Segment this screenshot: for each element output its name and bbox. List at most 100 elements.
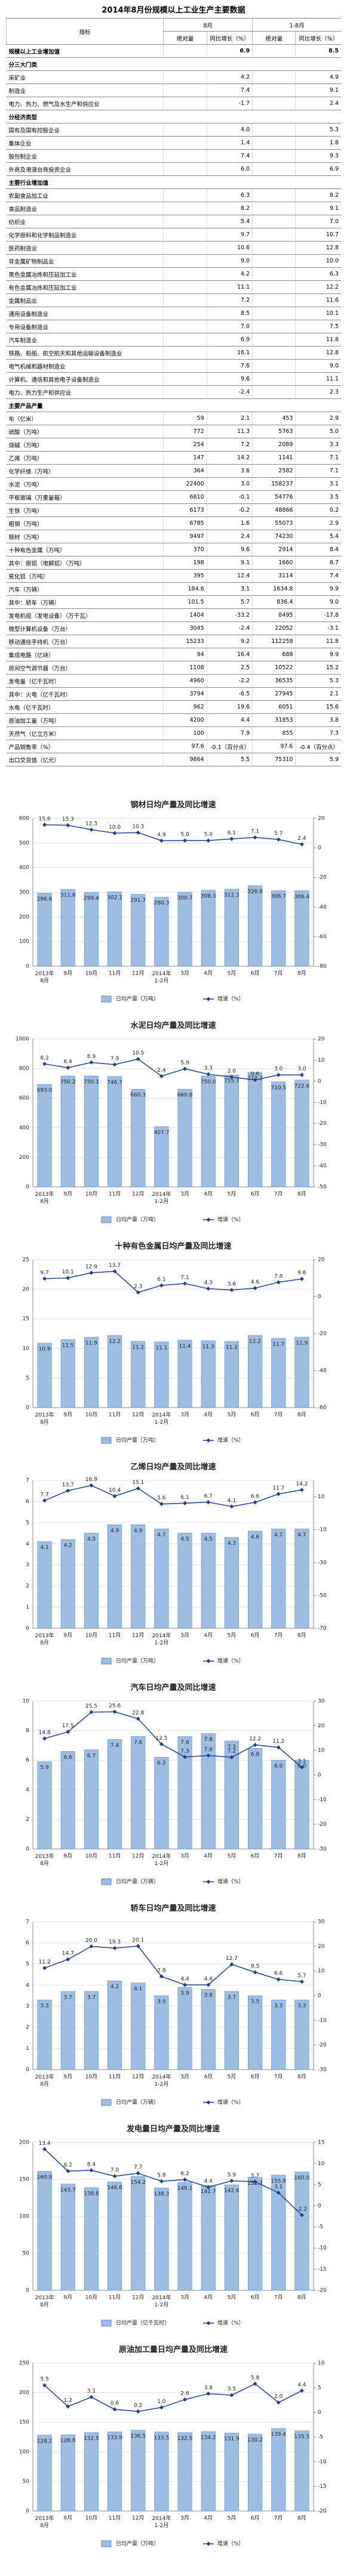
cell: 9864 <box>163 753 207 766</box>
row-label: 发电量（亿千瓦时） <box>6 674 164 688</box>
line-value-label: 3.1 <box>297 1759 306 1765</box>
line-value-label: -2.2 <box>297 2206 308 2212</box>
bar <box>248 1748 263 1850</box>
table-row: 电力、热力、燃气及水生产和供应业 -1.7 2.4 <box>6 97 341 110</box>
line-marker <box>136 830 140 835</box>
x-tick-label: 8月 <box>297 2294 306 2301</box>
y-tick-label: 5 <box>26 1520 29 1526</box>
row-label: 发电机组（发电设备）（万千瓦） <box>6 608 164 622</box>
line-value-label: 9.5 <box>251 1963 259 1969</box>
line-value-label: 3.3 <box>204 1066 213 1072</box>
bar-value-label: 7.4 <box>110 1743 119 1749</box>
bar-value-label: 7.8 <box>204 1737 213 1743</box>
cell: 962 <box>163 700 207 714</box>
row-label: 铁路、船舶、航空航天和其他运输设备制造业 <box>6 346 164 360</box>
line-marker <box>299 1765 304 1770</box>
cell: 1108 <box>163 661 207 675</box>
bar <box>154 1756 169 1850</box>
y-tick-label: 150 <box>19 2177 29 2183</box>
bar-value-label: 141.7 <box>201 2189 216 2195</box>
x-tick-label: 10月 <box>85 1412 97 1418</box>
cell: 2.9 <box>295 412 341 425</box>
x-tick-label: 11月 <box>109 1191 121 1198</box>
cell: 27945 <box>252 687 296 701</box>
cell <box>163 280 207 294</box>
x-tick-label: 9月 <box>63 1632 72 1639</box>
line-value-label: 4.1 <box>228 1498 236 1504</box>
y-tick-label: 500 <box>19 840 29 846</box>
x-tick-label: 6月 <box>251 1853 260 1860</box>
bar-value-label: 3.9 <box>180 1990 189 1996</box>
table-row: 水泥（万吨） 22400 3.0 158237 3.1 <box>6 477 341 491</box>
line-value-label: 12.9 <box>85 1264 97 1270</box>
table-row: 硫酸（万吨） 772 11.3 5763 5.0 <box>6 425 341 438</box>
cell <box>252 333 296 347</box>
cell: 9.1 <box>295 202 341 215</box>
x-tick-label: 2014年 1-2月 <box>152 1411 171 1425</box>
line-marker <box>159 1502 164 1507</box>
line-marker <box>183 1755 188 1759</box>
line-value-label: 3.6 <box>228 1281 237 1287</box>
y2-tick-label: -60 <box>318 1405 327 1411</box>
x-tick-label: 2014年 1-2月 <box>152 970 171 984</box>
line-marker <box>206 1287 211 1291</box>
bar <box>37 1761 52 1850</box>
table-row: 移动通信手持机（万台） 15233 9.2 112258 11.8 <box>6 635 341 648</box>
y2-tick-label: -60 <box>318 934 327 940</box>
y2-tick-label: 10 <box>318 1968 325 1974</box>
bar-value-label: 4.5 <box>204 1536 213 1542</box>
chart-title: 水泥日均产量及同比增速 <box>130 1021 216 1031</box>
bar <box>248 1995 263 2070</box>
bar <box>60 1991 75 2070</box>
x-tick-label: 6月 <box>251 2515 260 2522</box>
line-marker <box>112 831 117 836</box>
legend-swatch <box>206 997 211 1001</box>
bar <box>131 894 146 967</box>
cell: 4.9 <box>295 70 341 84</box>
bar <box>248 1072 263 1188</box>
line-marker <box>66 1957 70 1962</box>
bar-value-label: 280.3 <box>154 901 170 907</box>
y2-tick-label: 10 <box>318 1748 325 1754</box>
bar-value-label: 160.0 <box>294 2175 310 2181</box>
y2-tick-label: -20 <box>318 1121 327 1127</box>
legend-swatch <box>206 1659 211 1663</box>
cell: 11.1 <box>295 372 341 386</box>
line-marker <box>299 1979 304 1984</box>
bar-value-label: 155.8 <box>271 2178 286 2184</box>
bar <box>131 1088 146 1188</box>
x-tick-label: 4月 <box>204 1412 213 1418</box>
bar <box>37 1084 52 1188</box>
line-value-label: 17.5 <box>62 1723 74 1729</box>
line-value-label: 6.1 <box>157 1277 165 1283</box>
line-marker <box>42 1498 47 1503</box>
cell: 7.1 <box>295 464 341 478</box>
x-tick-label: 10月 <box>85 1853 97 1860</box>
bar <box>201 1733 216 1850</box>
table-row: 金属制品业 7.2 11.6 <box>6 293 341 307</box>
y2-tick-label: 20 <box>318 1257 325 1263</box>
line-value-label: 5.9 <box>180 1060 189 1066</box>
cell: 10.7 <box>295 228 341 242</box>
y2-tick-label: -40 <box>318 1163 327 1169</box>
cell: 6.3 <box>295 267 341 281</box>
row-label: 采矿业 <box>6 70 164 84</box>
y-tick-label: 4 <box>26 1787 29 1793</box>
row-label: 布（亿米） <box>6 412 164 425</box>
table-row: 粗钢（万吨） 6785 1.6 55073 2.9 <box>6 517 341 530</box>
cell: 19.6 <box>206 700 253 714</box>
bar <box>224 889 239 967</box>
y-tick-label: 6 <box>26 1940 29 1946</box>
cell: 370 <box>163 543 207 556</box>
x-tick-label: 6月 <box>251 2074 260 2080</box>
line-marker <box>229 1288 234 1292</box>
bar <box>201 1533 216 1629</box>
cell: 4.2 <box>206 70 253 84</box>
bar-value-label: 306.7 <box>271 894 286 900</box>
cell <box>163 241 207 255</box>
line-value-label: 0.6 <box>251 1071 260 1077</box>
y2-tick-label: -15 <box>318 2266 327 2272</box>
cell <box>163 372 207 386</box>
y-tick-label: 1000 <box>16 1037 29 1043</box>
line-value-label: 3.0 <box>297 1066 306 1072</box>
